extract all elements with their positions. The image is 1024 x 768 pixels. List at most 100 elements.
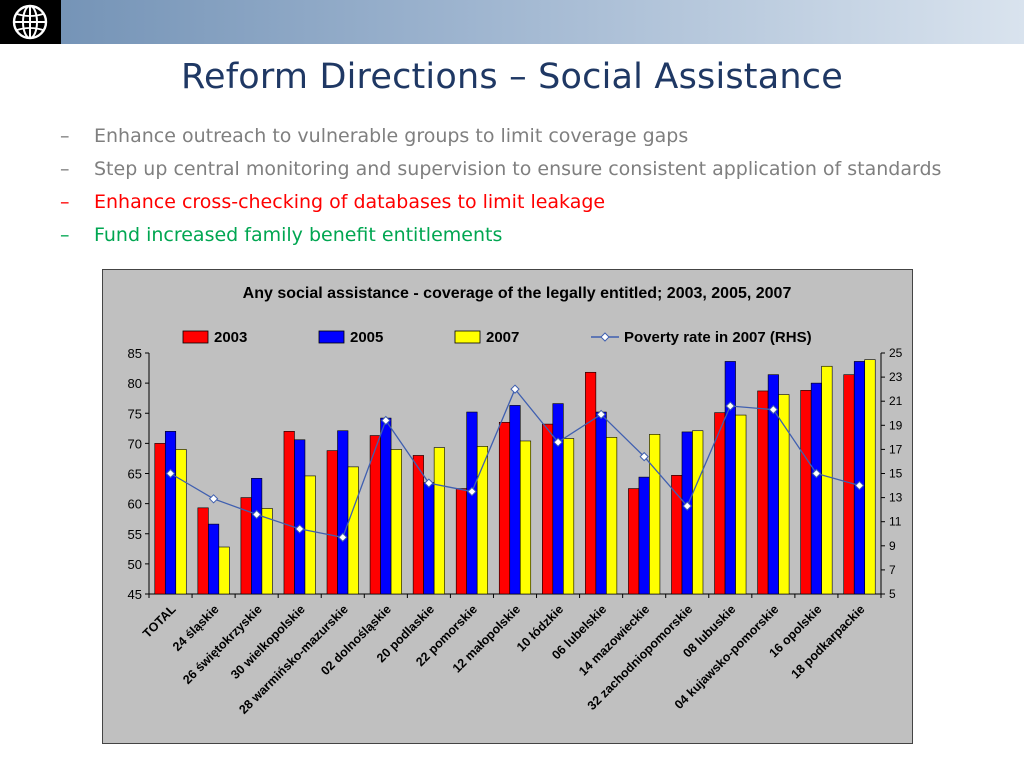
- y-right-tick-label: 7: [889, 563, 896, 577]
- bar-2005: [380, 417, 392, 595]
- bar-2007: [218, 546, 230, 595]
- bullet-item: – Enhance cross-checking of databases to …: [60, 188, 941, 221]
- legend-label-poverty: Poverty rate in 2007 (RHS): [624, 329, 812, 346]
- bar-2005: [251, 478, 263, 595]
- y-right-tick-label: 25: [889, 346, 903, 360]
- poverty-point: [208, 494, 219, 504]
- y-left-tick-label: 50: [128, 557, 142, 572]
- bar-2007: [649, 434, 661, 595]
- legend-swatch-2007: [454, 330, 481, 344]
- bar-2003: [498, 421, 511, 595]
- poverty-point: [381, 415, 391, 426]
- x-tick-label: TOTAL: [140, 602, 179, 641]
- y-right-tick-label: 11: [889, 515, 902, 529]
- y-right-tick-label: 19: [889, 418, 903, 432]
- bar-2005: [810, 382, 822, 595]
- chart-axes: 45 50 55 60 65 70 75 80 85 5 7 9 11 13 15 17 19 21 23 25: [128, 346, 903, 602]
- y-left-tick-label: 75: [128, 406, 142, 421]
- x-tick-label: 30 wielkopolskie: [228, 602, 308, 682]
- y-right-tick-label: 15: [889, 467, 903, 481]
- bullet-text: Fund increased family benefit entitlemen…: [94, 224, 503, 246]
- bar-2005: [208, 523, 220, 595]
- legend-marker-poverty: [600, 332, 610, 342]
- bullet-item: – Fund increased family benefit entitleme…: [60, 221, 941, 254]
- bar-2005: [509, 405, 521, 595]
- bar-2007: [519, 440, 532, 595]
- bar-2003: [455, 488, 467, 595]
- bar-2005: [724, 361, 736, 595]
- bar-2003: [843, 374, 855, 595]
- bar-2005: [595, 411, 607, 595]
- poverty-point: [251, 509, 262, 520]
- bar-2005: [466, 411, 478, 595]
- y-left-tick-label: 60: [128, 497, 142, 512]
- chart-bars: [154, 359, 876, 595]
- y-left-tick-label: 55: [128, 527, 142, 542]
- legend-label-2005: 2005: [350, 329, 383, 346]
- y-right-tick-label: 17: [889, 442, 903, 456]
- bullet-text: Enhance cross-checking of databases to l…: [94, 191, 606, 213]
- bar-2005: [337, 430, 349, 595]
- bullet-text: Step up central monitoring and supervisi…: [94, 158, 942, 180]
- bar-2007: [606, 437, 618, 595]
- poverty-point: [165, 468, 176, 479]
- poverty-point: [682, 501, 692, 511]
- bar-2007: [821, 365, 833, 595]
- x-tick-label: 18 podkarpackie: [788, 602, 867, 681]
- y-right-tick-label: 23: [889, 370, 903, 384]
- bar-2007: [433, 447, 445, 595]
- poverty-point: [854, 480, 865, 491]
- bar-2007: [692, 430, 704, 595]
- bar-2007: [735, 414, 747, 595]
- bar-2003: [326, 450, 338, 595]
- bullet-dash: –: [60, 158, 70, 180]
- bar-2005: [164, 431, 177, 595]
- bar-2003: [628, 488, 640, 595]
- legend-swatch-2005: [318, 330, 345, 344]
- bar-2007: [304, 475, 316, 595]
- legend-label-2007: 2007: [486, 329, 519, 346]
- y-left-tick-label: 65: [128, 467, 142, 482]
- y-right-tick-label: 13: [889, 491, 903, 505]
- bar-2007: [778, 394, 790, 595]
- bar-2005: [294, 439, 306, 595]
- poverty-point: [811, 468, 822, 479]
- poverty-point: [338, 532, 348, 543]
- bar-2005: [853, 361, 866, 595]
- bar-2003: [800, 390, 812, 595]
- bar-2007: [563, 438, 575, 595]
- legend-swatch-2003: [182, 330, 209, 344]
- bar-2007: [864, 359, 876, 595]
- bar-2003: [542, 423, 554, 595]
- poverty-point: [294, 524, 305, 534]
- chart-poverty-line: [165, 384, 865, 543]
- bar-2003: [197, 507, 209, 595]
- bullet-dash: –: [60, 125, 70, 147]
- bullet-dash: –: [60, 224, 70, 246]
- world-bank-globe-icon: [12, 4, 48, 40]
- bar-2005: [423, 482, 435, 595]
- poverty-point: [768, 404, 779, 415]
- logo: [0, 0, 61, 44]
- x-tick-label: 26 świętokrzyskie: [180, 602, 265, 687]
- bullet-text: Enhance outreach to vulnerable groups to…: [94, 125, 689, 147]
- y-left-tick-label: 45: [128, 587, 142, 602]
- bullet-dash: –: [60, 191, 70, 213]
- page-title: Reform Directions – Social Assistance: [181, 57, 843, 97]
- bar-2005: [552, 403, 564, 595]
- poverty-point: [725, 401, 736, 411]
- bar-2003: [412, 455, 424, 595]
- poverty-point: [639, 451, 649, 462]
- bullet-item: – Enhance outreach to vulnerable groups t…: [60, 122, 941, 155]
- bar-2003: [585, 371, 597, 595]
- chart-canvas: Any social assistance - coverage of the …: [128, 285, 903, 717]
- y-right-tick-label: 9: [889, 539, 896, 553]
- chart-legend: 2003 2005 2007 Poverty rate in 2007 (RHS): [182, 329, 812, 346]
- coverage-chart: Any social assistance - coverage of the …: [102, 269, 913, 744]
- bar-2003: [283, 431, 295, 595]
- poverty-point: [424, 478, 434, 488]
- bar-2007: [261, 508, 273, 595]
- y-right-tick-label: 21: [889, 394, 903, 408]
- poverty-point: [510, 384, 520, 394]
